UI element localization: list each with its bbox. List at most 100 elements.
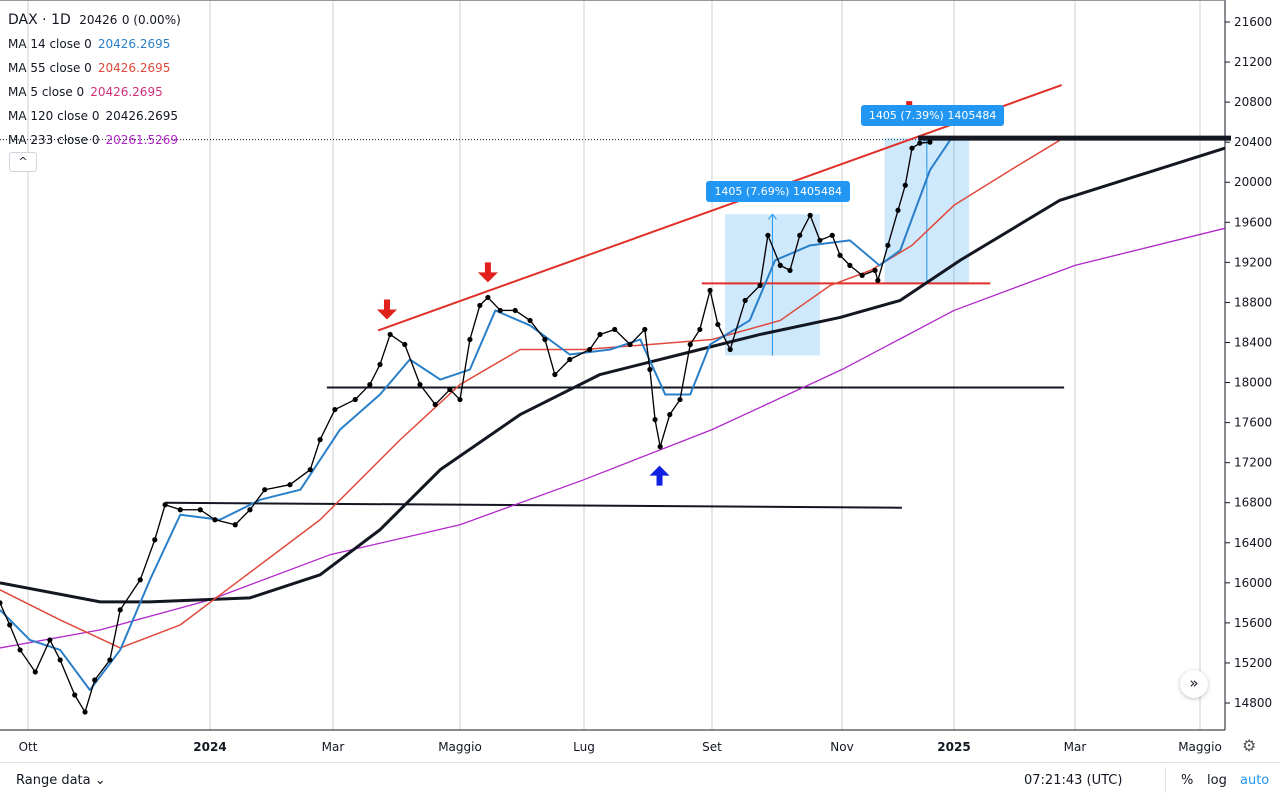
- close-point: [647, 366, 653, 373]
- close-point: [497, 307, 503, 314]
- close-point: [287, 482, 293, 488]
- close-segment: [319, 409, 336, 440]
- close-segment: [59, 659, 76, 696]
- close-point: [742, 297, 748, 304]
- symbol[interactable]: DAX: [8, 12, 38, 28]
- close-point: [807, 212, 813, 218]
- close-segment: [649, 369, 656, 420]
- bottom-toolbar: Range data ⌄ 07:21:43 (UTC) % log auto: [0, 762, 1280, 800]
- y-tick-label: 16400: [1234, 536, 1272, 550]
- x-tick-label: Set: [702, 740, 722, 754]
- close-segment: [49, 639, 61, 661]
- close-point: [895, 207, 901, 213]
- close-point: [107, 657, 113, 663]
- x-tick-label: Lug: [573, 740, 595, 754]
- x-tick-label: 2025: [937, 740, 970, 754]
- y-tick-label: 18400: [1234, 335, 1272, 349]
- close-point: [262, 487, 268, 493]
- price-chart[interactable]: Ott 2024 Mar Maggio Lug Set Nov 2025 Mar Maggio 14…: [0, 0, 1280, 762]
- collapse-legend-button[interactable]: ^: [9, 152, 37, 172]
- close-segment: [19, 649, 36, 673]
- close-point: [642, 326, 648, 333]
- close-point: [232, 522, 238, 528]
- close-point: [552, 371, 558, 378]
- auto-toggle[interactable]: auto: [1240, 773, 1270, 788]
- arrow-down-icon: [376, 299, 397, 320]
- ma-legend-row[interactable]: MA 233 close 0 20261.5269: [8, 128, 181, 152]
- x-tick-label: 2024: [193, 740, 226, 754]
- close-point: [715, 321, 721, 328]
- measure-arrowhead: [768, 213, 777, 220]
- close-segment: [759, 235, 769, 286]
- close-point: [7, 622, 13, 628]
- close-point: [677, 396, 683, 403]
- close-segment: [789, 235, 801, 271]
- close-point: [92, 677, 98, 683]
- y-tick-label: 16000: [1234, 576, 1272, 590]
- scroll-to-realtime-button[interactable]: »: [1180, 670, 1208, 698]
- ma-value: 20426.2695: [105, 109, 178, 123]
- close-point: [352, 396, 358, 403]
- close-point: [117, 607, 123, 613]
- close-segment: [709, 290, 719, 325]
- close-point: [447, 386, 453, 393]
- close-point: [875, 277, 881, 283]
- close-point: [332, 406, 338, 413]
- close-segment: [614, 328, 631, 345]
- y-tick-label: 21200: [1234, 55, 1272, 69]
- ma55-line: [0, 139, 1061, 649]
- close-point: [707, 287, 713, 294]
- close-segment: [744, 284, 761, 301]
- close-point: [597, 331, 603, 338]
- ma14-line: [0, 139, 951, 692]
- date-range-button[interactable]: Range data ⌄: [16, 773, 106, 788]
- y-tick-label: 20000: [1234, 175, 1272, 189]
- close-point: [917, 140, 923, 146]
- close-point: [417, 381, 423, 388]
- ma-legend-row[interactable]: MA 14 close 0 20426.2695: [8, 32, 181, 56]
- percent-toggle[interactable]: %: [1181, 773, 1194, 788]
- close-point: [317, 437, 323, 443]
- close-segment: [717, 324, 731, 350]
- close-point: [542, 336, 548, 343]
- support-line: [165, 501, 902, 509]
- chart-legend: DAX · 1D 20426 0 (0.00%) MA 14 close 0 20…: [8, 8, 181, 152]
- y-tick-label: 21600: [1234, 15, 1272, 29]
- close-segment: [659, 414, 671, 447]
- close-segment: [264, 484, 291, 491]
- close-segment: [404, 344, 421, 385]
- toolbar-divider: [1165, 767, 1166, 793]
- close-segment: [9, 624, 21, 651]
- close-point: [909, 145, 915, 151]
- settings-gear-icon[interactable]: ⚙: [1242, 736, 1257, 755]
- close-segment: [214, 519, 236, 526]
- y-tick-label: 19200: [1234, 255, 1272, 269]
- ma-legend-row[interactable]: MA 5 close 0 20426.2695: [8, 80, 181, 104]
- close-point: [757, 282, 763, 288]
- log-toggle[interactable]: log: [1207, 773, 1227, 788]
- close-point: [527, 317, 533, 324]
- y-tick-label: 17600: [1234, 416, 1272, 430]
- close-point: [367, 381, 373, 388]
- close-segment: [154, 504, 166, 540]
- ma-legend-row[interactable]: MA 55 close 0 20426.2695: [8, 56, 181, 80]
- close-segment: [354, 384, 371, 401]
- close-point: [859, 272, 865, 278]
- close-point: [872, 267, 878, 273]
- close-point: [152, 537, 158, 543]
- x-tick-label: Nov: [830, 740, 853, 754]
- close-segment: [904, 148, 913, 186]
- close-segment: [289, 469, 311, 486]
- close-point: [177, 507, 183, 513]
- close-segment: [799, 214, 811, 236]
- x-tick-label: Mar: [1064, 740, 1087, 754]
- interval[interactable]: 1D: [51, 12, 71, 28]
- close-segment: [459, 339, 471, 400]
- ma-legend-row[interactable]: MA 120 close 0 20426.2695: [8, 104, 181, 128]
- x-tick-label: Maggio: [438, 740, 482, 754]
- close-segment: [809, 215, 821, 241]
- close-point: [387, 331, 393, 338]
- close-point: [697, 326, 703, 333]
- close-segment: [529, 320, 546, 340]
- x-tick-label: Maggio: [1178, 740, 1222, 754]
